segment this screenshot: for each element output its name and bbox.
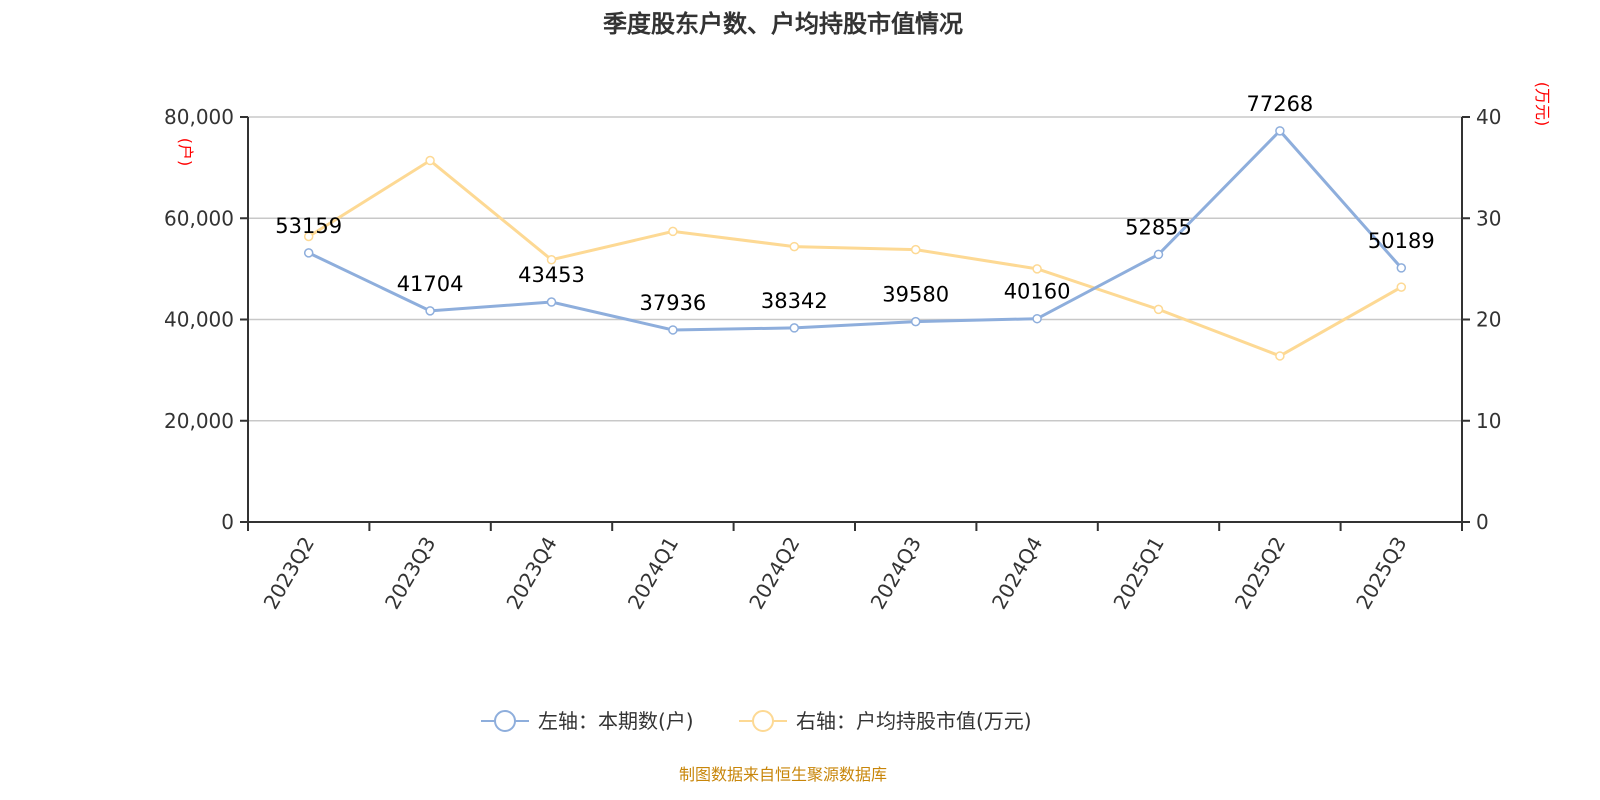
data-point-left [1153, 249, 1164, 260]
data-point-right [1396, 282, 1407, 292]
data-label: 37936 [639, 291, 706, 315]
x-tick-label: 2023Q4 [501, 533, 561, 614]
left-tick-label: 0 [221, 510, 234, 534]
right-tick-label: 30 [1476, 206, 1501, 230]
data-label: 52855 [1125, 215, 1192, 239]
right-tick-label: 20 [1476, 308, 1501, 332]
x-tick-label: 2023Q2 [259, 533, 319, 614]
footer-source: 制图数据来自恒生聚源数据库 [679, 765, 887, 784]
data-point-right [789, 241, 800, 252]
left-axis-label: (户) [176, 138, 195, 167]
x-tick-label: 2024Q3 [866, 533, 926, 614]
x-tick-label: 2024Q4 [987, 533, 1047, 614]
right-tick-label: 40 [1476, 105, 1501, 129]
left-tick-label: 40,000 [164, 308, 234, 332]
data-point-left [546, 297, 557, 307]
data-point-right [303, 231, 314, 242]
data-point-left [1032, 313, 1042, 324]
data-point-right [668, 226, 678, 237]
legend-item-left[interactable]: 左轴：本期数(户) [481, 709, 694, 733]
x-tick-label: 2025Q3 [1351, 533, 1411, 614]
legend-label-left: 左轴：本期数(户) [538, 709, 694, 733]
data-point-left [1275, 126, 1285, 136]
data-point-left [668, 325, 678, 335]
data-point-left [910, 316, 921, 327]
data-point-left [303, 248, 314, 258]
data-label: 53159 [275, 214, 342, 238]
data-label: 43453 [518, 263, 585, 287]
data-point-right [1153, 304, 1164, 315]
data-label: 50189 [1368, 229, 1435, 253]
x-tick-label: 2025Q2 [1230, 533, 1290, 614]
data-point-left [789, 323, 800, 333]
left-tick-label: 80,000 [164, 105, 234, 129]
legend-circle-icon [752, 710, 774, 732]
left-tick-label: 60,000 [164, 206, 234, 230]
chart-title: 季度股东户数、户均持股市值情况 [603, 10, 963, 38]
data-point-right [910, 244, 921, 255]
data-label: 40160 [1004, 280, 1071, 304]
right-tick-label: 10 [1476, 409, 1501, 433]
data-label: 77268 [1246, 92, 1313, 116]
data-point-left [425, 306, 435, 316]
data-point-right [1275, 351, 1285, 361]
left-tick-label: 20,000 [164, 409, 234, 433]
data-label: 39580 [882, 283, 949, 307]
data-point-right [1032, 264, 1042, 274]
x-tick-label: 2025Q1 [1108, 533, 1168, 614]
data-point-right [546, 255, 557, 265]
legend-label-right: 右轴：户均持股市值(万元) [796, 709, 1032, 733]
legend: 左轴：本期数(户) 右轴：户均持股市值(万元) [481, 709, 1032, 733]
data-label: 41704 [397, 272, 464, 296]
legend-circle-icon [494, 710, 516, 732]
x-tick-label: 2023Q3 [380, 533, 440, 614]
right-tick-label: 0 [1476, 510, 1489, 534]
x-tick-label: 2024Q2 [744, 533, 804, 614]
data-label: 38342 [761, 289, 828, 313]
legend-item-right[interactable]: 右轴：户均持股市值(万元) [739, 709, 1032, 733]
x-tick-label: 2024Q1 [623, 533, 683, 614]
data-point-right [425, 155, 435, 166]
data-point-left [1396, 263, 1407, 273]
series-line-right [307, 158, 1403, 358]
right-axis-label: (万元) [1533, 82, 1552, 127]
series-line-left [308, 128, 1403, 332]
